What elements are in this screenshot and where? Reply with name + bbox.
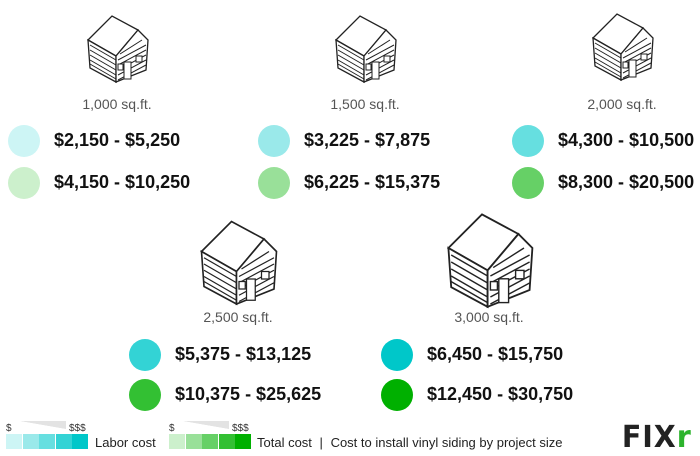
total-cost-dot xyxy=(512,167,544,199)
scale-swatch xyxy=(22,434,39,449)
scale-swatch xyxy=(218,434,235,449)
fixr-logo: FIXr xyxy=(621,420,692,455)
total-cost-dot xyxy=(129,379,161,411)
project-size: 2,500 sq.ft. xyxy=(203,309,273,325)
project-size: 2,000 sq.ft. xyxy=(587,96,657,112)
house-icon xyxy=(447,213,534,308)
total-cost-dot xyxy=(258,167,290,199)
labor-cost-range: $3,225 - $7,875 xyxy=(304,130,431,150)
house-icon xyxy=(200,220,278,305)
house-icon xyxy=(87,15,149,83)
total-cost-range: $4,150 - $10,250 xyxy=(54,172,191,192)
separator: | xyxy=(319,435,323,450)
total-cost-range: $6,225 - $15,375 xyxy=(304,172,441,192)
scale-swatch xyxy=(235,434,251,449)
scale-swatch xyxy=(185,434,202,449)
labor-cost-dot xyxy=(258,125,290,157)
scale-swatch xyxy=(39,434,55,449)
total-cost-label: Total cost xyxy=(257,435,312,450)
labor-cost-dot xyxy=(129,339,161,371)
scale-swatch xyxy=(202,434,218,449)
labor-cost-range: $6,450 - $15,750 xyxy=(427,344,564,364)
scale-low: $ xyxy=(169,423,175,434)
scale-ramp xyxy=(20,421,66,429)
labor-cost-label: Labor cost xyxy=(95,435,156,450)
total-cost-range: $10,375 - $25,625 xyxy=(175,384,322,404)
house-icon xyxy=(335,15,397,83)
caption: Cost to install vinyl siding by project … xyxy=(330,435,563,450)
house-icon xyxy=(592,13,654,81)
project-size: 1,000 sq.ft. xyxy=(82,96,152,112)
scale-ramp xyxy=(183,421,229,429)
project-size: 1,500 sq.ft. xyxy=(330,96,400,112)
legend-caption-row: Total cost | Cost to install vinyl sidin… xyxy=(257,435,563,450)
scale-swatch xyxy=(55,434,72,449)
project-size: 3,000 sq.ft. xyxy=(454,309,524,325)
labor-cost-range: $4,300 - $10,500 xyxy=(558,130,695,150)
scale-swatch xyxy=(6,434,22,449)
total-cost-dot xyxy=(381,379,413,411)
scale-swatch xyxy=(169,434,185,449)
total-cost-dot xyxy=(8,167,40,199)
labor-cost-dot xyxy=(8,125,40,157)
labor-cost-dot xyxy=(381,339,413,371)
total-cost-range: $8,300 - $20,500 xyxy=(558,172,695,192)
labor-cost-range: $2,150 - $5,250 xyxy=(54,130,181,150)
scale-swatch xyxy=(72,434,88,449)
labor-cost-dot xyxy=(512,125,544,157)
scale-high: $$$ xyxy=(232,423,249,434)
total-cost-range: $12,450 - $30,750 xyxy=(427,384,574,404)
labor-cost-range: $5,375 - $13,125 xyxy=(175,344,312,364)
scale-low: $ xyxy=(6,423,12,434)
scale-high: $$$ xyxy=(69,423,86,434)
